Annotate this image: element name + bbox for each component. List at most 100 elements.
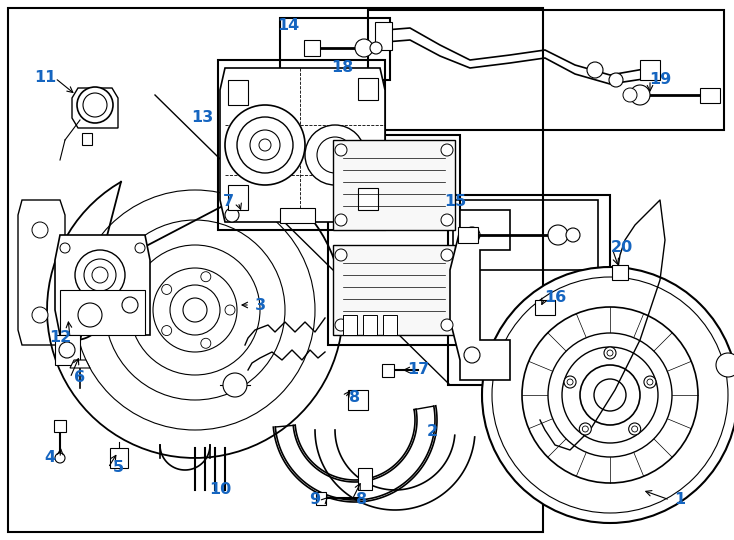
Circle shape bbox=[225, 208, 239, 222]
Text: 19: 19 bbox=[649, 72, 671, 87]
Text: 1: 1 bbox=[675, 492, 686, 508]
Circle shape bbox=[582, 426, 589, 432]
Circle shape bbox=[223, 373, 247, 397]
Circle shape bbox=[161, 285, 172, 294]
Circle shape bbox=[441, 249, 453, 261]
Circle shape bbox=[548, 333, 672, 457]
Circle shape bbox=[630, 85, 650, 105]
Circle shape bbox=[604, 347, 616, 359]
Text: 9: 9 bbox=[310, 492, 321, 508]
Circle shape bbox=[32, 307, 48, 323]
Circle shape bbox=[522, 307, 698, 483]
Circle shape bbox=[77, 87, 113, 123]
Polygon shape bbox=[304, 40, 320, 56]
Circle shape bbox=[55, 453, 65, 463]
Polygon shape bbox=[110, 448, 128, 468]
Polygon shape bbox=[700, 88, 720, 103]
Polygon shape bbox=[348, 390, 368, 410]
Polygon shape bbox=[640, 60, 660, 80]
Bar bbox=[280, 18, 390, 80]
Text: 6: 6 bbox=[74, 370, 86, 386]
Polygon shape bbox=[535, 300, 555, 315]
Circle shape bbox=[441, 319, 453, 331]
Circle shape bbox=[579, 423, 592, 435]
Polygon shape bbox=[228, 185, 248, 210]
Polygon shape bbox=[375, 22, 392, 50]
Polygon shape bbox=[333, 140, 455, 230]
Polygon shape bbox=[55, 235, 150, 335]
Circle shape bbox=[355, 39, 373, 57]
Circle shape bbox=[587, 62, 603, 78]
Circle shape bbox=[464, 347, 480, 363]
Circle shape bbox=[609, 73, 623, 87]
Circle shape bbox=[594, 379, 626, 411]
Circle shape bbox=[84, 259, 116, 291]
Text: 5: 5 bbox=[112, 461, 123, 476]
Circle shape bbox=[237, 117, 293, 173]
Text: 8: 8 bbox=[357, 492, 368, 508]
Circle shape bbox=[317, 137, 353, 173]
Circle shape bbox=[305, 125, 365, 185]
Circle shape bbox=[629, 423, 641, 435]
Polygon shape bbox=[612, 265, 628, 280]
Polygon shape bbox=[228, 80, 248, 105]
Circle shape bbox=[562, 347, 658, 443]
Circle shape bbox=[59, 342, 75, 358]
Circle shape bbox=[716, 353, 734, 377]
Circle shape bbox=[492, 277, 728, 513]
Circle shape bbox=[225, 105, 305, 185]
Polygon shape bbox=[382, 364, 394, 377]
Text: 17: 17 bbox=[407, 362, 429, 377]
Circle shape bbox=[564, 376, 576, 388]
Circle shape bbox=[607, 350, 613, 356]
Text: 12: 12 bbox=[49, 330, 71, 346]
Circle shape bbox=[580, 365, 640, 425]
Circle shape bbox=[259, 139, 271, 151]
Circle shape bbox=[201, 272, 211, 282]
Circle shape bbox=[335, 319, 347, 331]
Text: 13: 13 bbox=[191, 111, 213, 125]
Polygon shape bbox=[18, 200, 65, 345]
Polygon shape bbox=[82, 133, 92, 145]
Polygon shape bbox=[280, 208, 315, 223]
Polygon shape bbox=[458, 227, 478, 243]
Circle shape bbox=[441, 214, 453, 226]
Text: 16: 16 bbox=[544, 291, 566, 306]
Polygon shape bbox=[383, 315, 397, 335]
Bar bbox=[453, 200, 598, 270]
Circle shape bbox=[370, 42, 382, 54]
Circle shape bbox=[92, 267, 108, 283]
Text: 10: 10 bbox=[209, 483, 231, 497]
Circle shape bbox=[464, 227, 480, 243]
Text: 11: 11 bbox=[34, 71, 56, 85]
Polygon shape bbox=[60, 290, 145, 335]
Polygon shape bbox=[363, 315, 377, 335]
Text: 7: 7 bbox=[222, 194, 233, 210]
Polygon shape bbox=[54, 420, 66, 432]
Polygon shape bbox=[450, 210, 510, 380]
Circle shape bbox=[566, 228, 580, 242]
Text: 18: 18 bbox=[331, 60, 353, 76]
Polygon shape bbox=[358, 78, 378, 100]
Text: 15: 15 bbox=[444, 194, 466, 210]
Polygon shape bbox=[70, 360, 90, 368]
Circle shape bbox=[75, 250, 125, 300]
Circle shape bbox=[122, 297, 138, 313]
Bar bbox=[8, 8, 543, 532]
Circle shape bbox=[441, 144, 453, 156]
Polygon shape bbox=[220, 68, 385, 222]
Polygon shape bbox=[358, 188, 378, 210]
Circle shape bbox=[623, 88, 637, 102]
Circle shape bbox=[201, 338, 211, 348]
Circle shape bbox=[135, 243, 145, 253]
Circle shape bbox=[78, 303, 102, 327]
Circle shape bbox=[482, 267, 734, 523]
Polygon shape bbox=[343, 315, 357, 335]
Bar bbox=[328, 135, 460, 345]
Circle shape bbox=[335, 144, 347, 156]
Text: 4: 4 bbox=[45, 450, 56, 465]
Bar bbox=[448, 195, 610, 385]
Text: 14: 14 bbox=[277, 17, 299, 32]
Polygon shape bbox=[316, 492, 326, 505]
Circle shape bbox=[335, 249, 347, 261]
